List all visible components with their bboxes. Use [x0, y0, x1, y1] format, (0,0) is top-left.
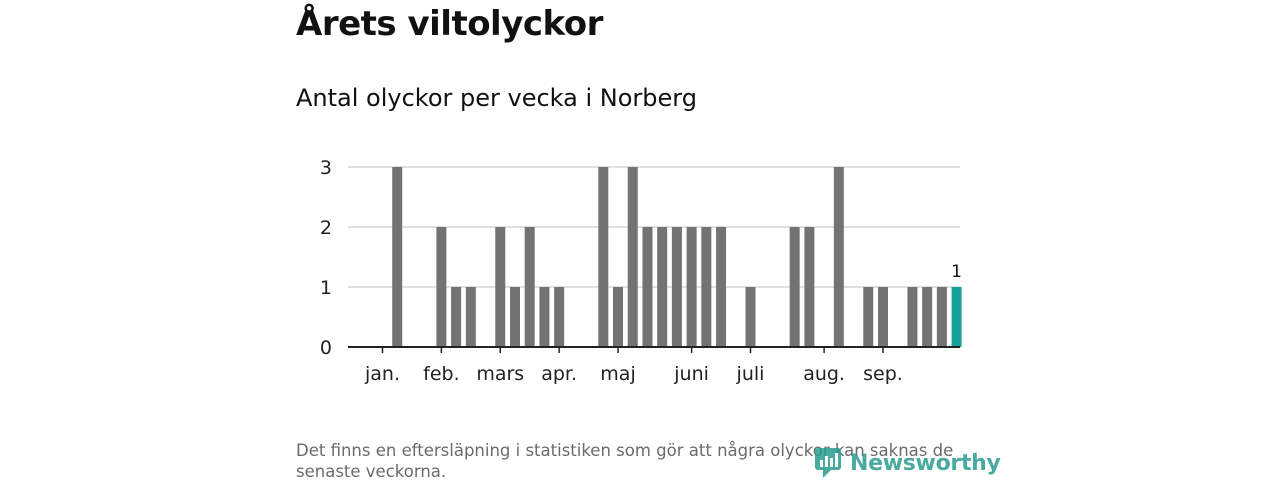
bars — [392, 167, 962, 347]
bar — [936, 287, 947, 347]
bar — [716, 227, 727, 347]
x-tick-label: juni — [673, 363, 709, 385]
brand-logo: Newsworthy — [814, 446, 1001, 480]
bar — [436, 227, 447, 347]
bar — [392, 167, 403, 347]
chart-subtitle: Antal olyckor per vecka i Norberg — [296, 84, 697, 112]
bar — [539, 287, 550, 347]
x-tick-label: feb. — [423, 363, 459, 385]
bar — [833, 167, 844, 347]
bar — [789, 227, 800, 347]
bar — [922, 287, 933, 347]
y-tick-label: 2 — [320, 217, 332, 239]
bar — [701, 227, 712, 347]
bar — [613, 287, 624, 347]
bar — [451, 287, 462, 347]
bar — [627, 167, 638, 347]
newsworthy-logo-icon — [815, 448, 841, 478]
data-label: 1 — [951, 262, 962, 282]
bar — [745, 287, 756, 347]
x-tick-label: aug. — [803, 363, 845, 385]
y-tick-label: 1 — [320, 277, 332, 299]
brand-name: Newsworthy — [850, 450, 1001, 476]
x-tick-label: juli — [736, 363, 765, 385]
x-tick-label: maj — [600, 363, 635, 385]
bar — [657, 227, 668, 347]
x-tick-label: apr. — [541, 363, 577, 385]
bar — [686, 227, 697, 347]
bar — [495, 227, 506, 347]
bar — [804, 227, 815, 347]
axes — [348, 346, 960, 353]
x-tick-label: mars — [476, 363, 524, 385]
bar — [509, 287, 520, 347]
bar — [877, 287, 888, 347]
footnote: Det finns en eftersläpning i statistiken… — [296, 441, 954, 481]
x-tick-label: jan. — [364, 363, 400, 385]
bar — [524, 227, 535, 347]
bar-highlight — [951, 287, 962, 347]
y-tick-label: 3 — [320, 157, 332, 179]
chart-title: Årets viltolyckor — [296, 4, 603, 44]
bar — [465, 287, 476, 347]
bar — [863, 287, 874, 347]
bar — [554, 287, 565, 347]
labels: 0 1 2 3 1 jan. feb. mars apr. maj juni juli aug. sep. — [320, 157, 962, 385]
y-tick-label: 0 — [320, 337, 332, 359]
bar — [598, 167, 609, 347]
bar — [642, 227, 653, 347]
bar — [671, 227, 682, 347]
bar — [907, 287, 918, 347]
x-tick-label: sep. — [863, 363, 903, 385]
gridlines — [348, 166, 960, 288]
